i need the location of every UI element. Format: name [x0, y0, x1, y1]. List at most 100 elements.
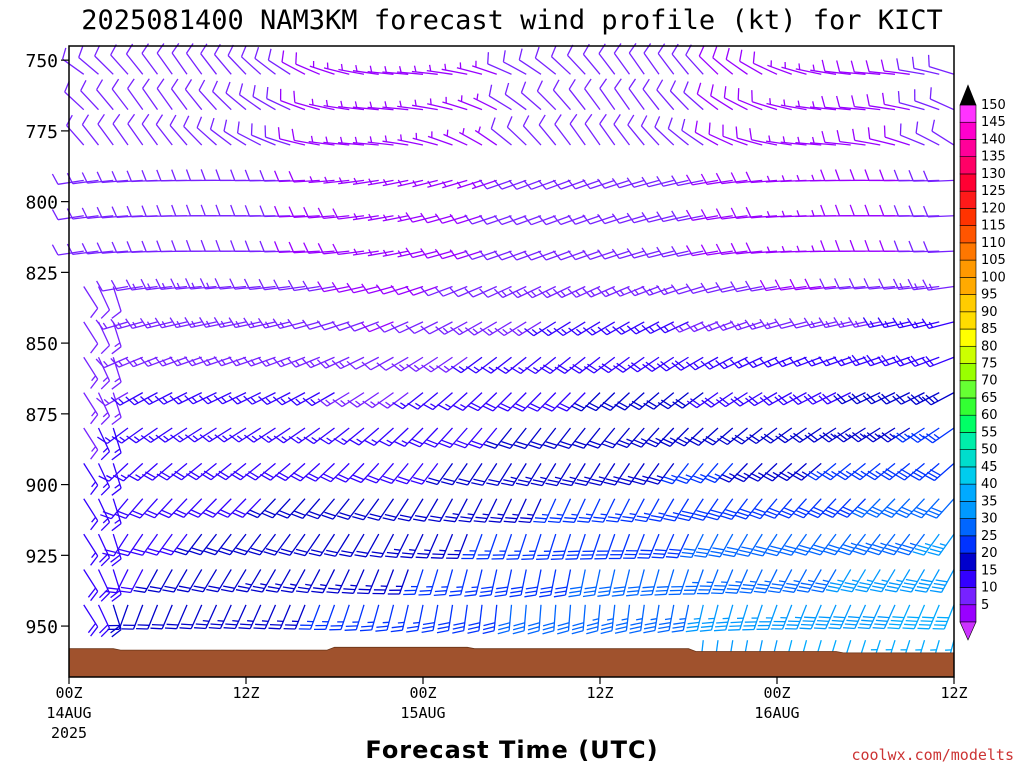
wind-barb [408, 427, 439, 448]
wind-barb [450, 356, 483, 374]
wind-barb [736, 533, 763, 557]
wind-barb [303, 242, 335, 254]
wind-barb [471, 463, 498, 486]
wind-barb [354, 533, 380, 558]
wind-barb [700, 321, 733, 332]
wind-barb [352, 177, 379, 185]
wind-barb [895, 498, 925, 519]
wind-barb [302, 356, 335, 369]
wind-barb [628, 78, 645, 111]
wind-barb [809, 533, 837, 556]
wind-barb [382, 214, 409, 222]
colorbar-swatch [959, 363, 977, 382]
wind-barb [111, 286, 122, 319]
wind-barb [820, 462, 852, 481]
wind-barb [907, 392, 940, 406]
wind-barb [323, 533, 350, 557]
wind-barb [362, 392, 394, 409]
wind-barb [921, 355, 955, 368]
wind-barb [238, 83, 262, 111]
wind-barb [708, 533, 734, 558]
colorbar-swatch [959, 121, 977, 140]
wind-barb [184, 79, 203, 111]
wind-barb [273, 205, 306, 218]
wind-barb [170, 278, 202, 290]
wind-barb [594, 533, 616, 560]
wind-barb [715, 243, 748, 256]
wind-barb [569, 113, 586, 146]
colorbar-label: 20 [981, 546, 998, 561]
x-tick-label: 12Z [586, 684, 613, 702]
colorbar-label: 95 [981, 288, 998, 303]
colorbar-swatch [959, 380, 977, 399]
wind-barb [506, 533, 527, 560]
wind-barb [411, 65, 438, 75]
wind-barb [187, 498, 217, 518]
wind-barb [657, 604, 675, 634]
wind-barb [626, 321, 660, 335]
wind-barb [539, 569, 557, 598]
colorbar-over-arrow [959, 84, 977, 106]
wind-barb [656, 79, 675, 111]
wind-barb [835, 95, 866, 111]
wind-barb [95, 356, 129, 369]
wind-barb [598, 43, 616, 75]
colorbar-label: 75 [981, 357, 998, 372]
wind-barb [316, 356, 350, 369]
wind-barb [220, 569, 247, 593]
wind-barb [850, 60, 881, 75]
wind-barb [708, 122, 734, 146]
colorbar-swatch [959, 501, 977, 519]
y-tick-label: 875 [25, 405, 58, 426]
wind-barb [929, 569, 955, 593]
wind-barb [443, 129, 468, 146]
wind-barb [102, 533, 129, 557]
wind-barb [474, 126, 498, 146]
wind-barb [833, 356, 866, 367]
wind-barb [293, 90, 320, 111]
wind-barb [338, 63, 365, 75]
wind-barb [265, 569, 291, 593]
wind-barb [97, 356, 111, 390]
wind-barb [142, 78, 159, 111]
wind-barb [405, 285, 438, 296]
wind-barb [140, 392, 173, 405]
wind-barb [600, 604, 616, 635]
wind-barb [97, 604, 111, 638]
wind-barb [486, 463, 513, 487]
wind-barb [110, 392, 144, 406]
colorbar-label: 120 [981, 201, 1006, 216]
wind-barb [550, 45, 571, 75]
wind-barb [248, 533, 277, 556]
wind-barb [308, 176, 335, 184]
plot-frame [68, 45, 955, 678]
wind-barb [352, 213, 379, 221]
colorbar-label: 30 [981, 512, 998, 527]
wind-barb [560, 463, 586, 487]
wind-barb [264, 125, 291, 146]
wind-barb [145, 533, 173, 556]
wind-barb [688, 427, 719, 446]
wind-barb [331, 320, 365, 332]
wind-barb [599, 392, 630, 411]
wind-barb [836, 498, 866, 518]
wind-barb [435, 321, 468, 335]
wind-barb [441, 462, 468, 486]
wind-barb [803, 392, 837, 405]
y-tick-label: 900 [25, 476, 58, 497]
wind-barb [272, 356, 306, 368]
wind-barb [261, 498, 291, 519]
wind-barb [696, 82, 719, 111]
y-tick-label: 950 [25, 617, 58, 638]
wind-barb [231, 498, 262, 518]
wind-barb [350, 462, 380, 484]
wind-barb [295, 52, 321, 75]
colorbar-swatch [959, 449, 977, 468]
wind-barb [367, 101, 394, 111]
wind-barb [110, 44, 129, 75]
wind-barb [568, 78, 586, 111]
wind-barb [331, 356, 365, 370]
wind-barb [685, 174, 719, 186]
wind-barb [158, 498, 188, 519]
wind-barb [78, 46, 99, 75]
